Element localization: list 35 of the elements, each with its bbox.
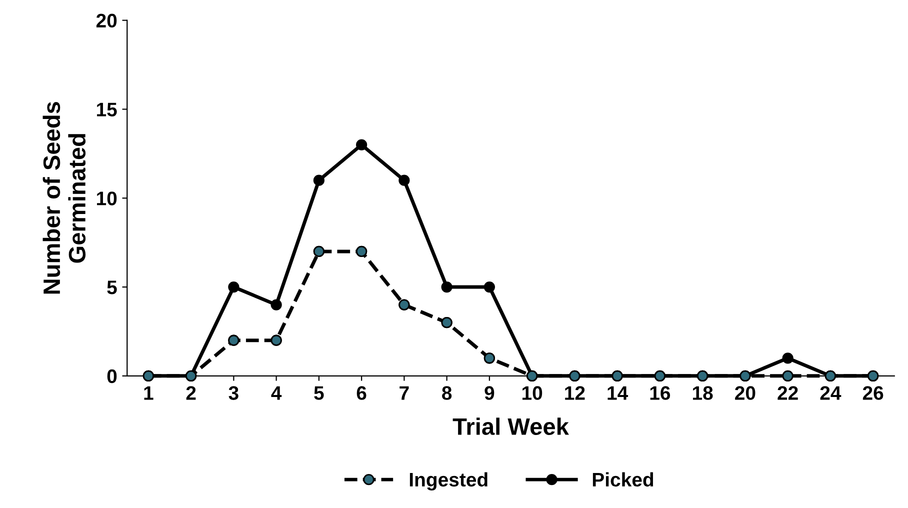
x-tick-label: 22	[778, 386, 798, 400]
x-tick-label: 5	[314, 386, 324, 400]
point	[228, 281, 240, 293]
x-tick-label: 7	[400, 386, 409, 400]
x-tick-label: 20	[735, 386, 756, 400]
x-axis-title: Trial Week	[452, 418, 569, 435]
x-tick-label: 8	[442, 386, 452, 400]
x-tick-label: 1	[144, 386, 154, 400]
x-tick-label: 26	[862, 386, 884, 400]
legend-label: Picked	[592, 472, 654, 487]
x-tick-label: 4	[271, 386, 282, 400]
y-axis-title: Number of Seeds Germinated	[42, 102, 86, 294]
x-tick-label: 3	[228, 386, 238, 400]
point	[398, 174, 410, 186]
point	[313, 174, 324, 186]
x-tick-label: 16	[650, 386, 670, 400]
x-tick-label: 6	[356, 386, 366, 400]
point	[484, 281, 495, 293]
point	[356, 139, 368, 150]
x-tick-label: 2	[186, 386, 196, 400]
y-tick-label: 10	[96, 192, 117, 206]
point	[782, 352, 794, 364]
x-tick-label: 9	[484, 386, 494, 400]
y-tick-label: 0	[107, 369, 117, 384]
y-tick-label: 20	[96, 14, 117, 28]
point	[270, 299, 282, 310]
x-tick-label: 12	[565, 386, 585, 400]
x-tick-label: 14	[608, 386, 628, 400]
x-tick-label: 10	[522, 386, 542, 400]
x-tick-label: 18	[692, 386, 713, 400]
legend-label: Ingested	[410, 472, 488, 490]
x-tick-label: 24	[820, 386, 842, 400]
y-tick-label: 5	[107, 280, 117, 294]
y-tick-label: 15	[96, 102, 117, 116]
point	[441, 281, 452, 293]
